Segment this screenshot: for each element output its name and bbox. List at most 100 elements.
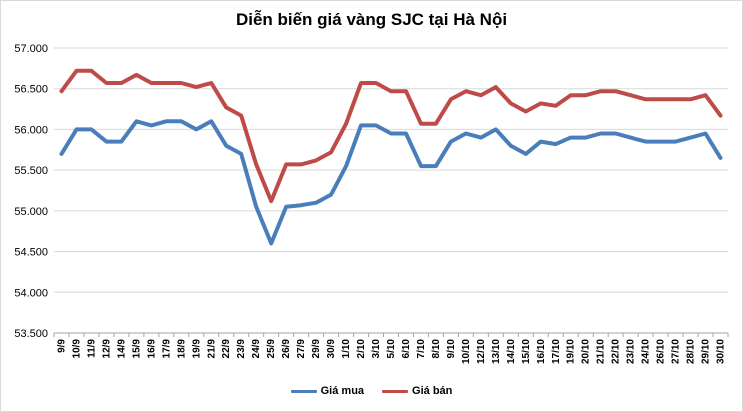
x-tick-label: 12/10 bbox=[476, 339, 487, 364]
data-point bbox=[494, 85, 498, 89]
data-point bbox=[224, 105, 228, 109]
data-point bbox=[119, 81, 123, 85]
x-tick-label: 14/10 bbox=[506, 339, 517, 364]
x-tick-label: 17/9 bbox=[161, 339, 172, 359]
x-tick-label: 16/9 bbox=[146, 339, 157, 359]
data-point bbox=[374, 81, 378, 85]
data-point bbox=[479, 93, 483, 97]
data-point bbox=[539, 101, 543, 105]
data-point bbox=[584, 136, 588, 140]
data-point bbox=[434, 164, 438, 168]
legend-item-1: Giá mua bbox=[290, 385, 365, 397]
data-point bbox=[239, 114, 243, 118]
x-tick-label: 7/10 bbox=[416, 339, 427, 359]
data-point bbox=[284, 162, 288, 166]
x-tick-label: 21/9 bbox=[206, 339, 217, 359]
x-tick-label: 23/10 bbox=[626, 339, 637, 364]
data-point bbox=[389, 132, 393, 135]
x-tick-label: 23/9 bbox=[236, 339, 247, 359]
x-tick-label: 10/9 bbox=[71, 339, 82, 359]
data-point bbox=[659, 97, 663, 101]
x-tick-label: 3/10 bbox=[371, 339, 382, 359]
x-tick-label: 11/9 bbox=[86, 339, 97, 358]
legend-label: Giá bán bbox=[412, 385, 453, 397]
data-point bbox=[359, 81, 363, 85]
y-tick-label: 56.500 bbox=[14, 84, 48, 96]
data-point bbox=[104, 140, 108, 144]
data-point bbox=[164, 119, 168, 123]
x-tick-label: 27/9 bbox=[296, 339, 307, 359]
data-point bbox=[149, 123, 153, 127]
data-point bbox=[644, 97, 648, 101]
x-tick-label: 24/9 bbox=[251, 339, 262, 359]
data-point bbox=[464, 89, 468, 93]
data-point bbox=[464, 132, 468, 135]
y-tick-label: 56.000 bbox=[14, 124, 48, 136]
x-tick-label: 10/10 bbox=[461, 339, 472, 364]
data-point bbox=[374, 123, 378, 127]
data-point bbox=[209, 119, 213, 123]
data-point bbox=[149, 81, 153, 85]
data-point bbox=[404, 132, 408, 135]
data-point bbox=[449, 140, 453, 144]
y-tick-label: 55.000 bbox=[14, 206, 48, 218]
data-point bbox=[134, 119, 138, 123]
x-tick-label: 22/9 bbox=[221, 339, 232, 359]
data-point bbox=[704, 132, 708, 135]
data-point bbox=[329, 150, 333, 154]
x-tick-label: 29/9 bbox=[311, 339, 322, 359]
data-point bbox=[194, 85, 198, 89]
data-point bbox=[704, 93, 708, 97]
data-point bbox=[74, 127, 78, 131]
y-tick-label: 57.000 bbox=[14, 43, 48, 55]
data-point bbox=[344, 122, 348, 126]
data-point bbox=[119, 140, 123, 144]
data-point bbox=[584, 93, 588, 97]
data-point bbox=[104, 81, 108, 85]
chart-legend: Giá mua Giá bán bbox=[0, 385, 743, 397]
data-point bbox=[239, 152, 243, 156]
data-point bbox=[224, 144, 228, 148]
data-point bbox=[134, 73, 138, 77]
data-point bbox=[254, 162, 258, 166]
x-tick-label: 15/10 bbox=[521, 339, 532, 364]
data-point bbox=[719, 156, 723, 160]
x-tick-label: 6/10 bbox=[401, 339, 412, 359]
x-tick-label: 5/10 bbox=[386, 339, 397, 359]
data-point bbox=[689, 97, 693, 101]
data-point bbox=[434, 122, 438, 126]
data-point bbox=[389, 89, 393, 93]
data-point bbox=[569, 93, 573, 97]
y-tick-label: 54.500 bbox=[14, 247, 48, 259]
x-tick-label: 16/10 bbox=[536, 339, 547, 364]
x-tick-label: 25/9 bbox=[266, 339, 277, 359]
data-point bbox=[344, 164, 348, 168]
data-point bbox=[59, 89, 63, 93]
x-tick-label: 19/9 bbox=[191, 339, 202, 359]
data-point bbox=[269, 199, 273, 203]
series-line-1 bbox=[59, 119, 723, 246]
legend-item-2: Giá bán bbox=[382, 385, 452, 397]
data-point bbox=[179, 81, 183, 85]
data-point bbox=[419, 122, 423, 126]
x-tick-label: 30/10 bbox=[716, 339, 727, 364]
data-point bbox=[89, 69, 93, 73]
data-point bbox=[299, 162, 303, 166]
legend-swatch bbox=[382, 389, 409, 393]
data-point bbox=[614, 89, 618, 93]
data-point bbox=[89, 127, 93, 131]
data-point bbox=[554, 142, 558, 146]
data-point bbox=[554, 104, 558, 108]
data-point bbox=[209, 81, 213, 85]
data-point bbox=[509, 144, 513, 148]
data-point bbox=[719, 114, 723, 118]
data-point bbox=[359, 123, 363, 127]
data-point bbox=[524, 110, 528, 114]
legend-label: Giá mua bbox=[320, 385, 365, 397]
data-point bbox=[194, 127, 198, 131]
data-point bbox=[314, 158, 318, 162]
data-point bbox=[74, 69, 78, 73]
data-point bbox=[479, 136, 483, 140]
data-point bbox=[599, 132, 603, 135]
data-point bbox=[659, 140, 663, 144]
